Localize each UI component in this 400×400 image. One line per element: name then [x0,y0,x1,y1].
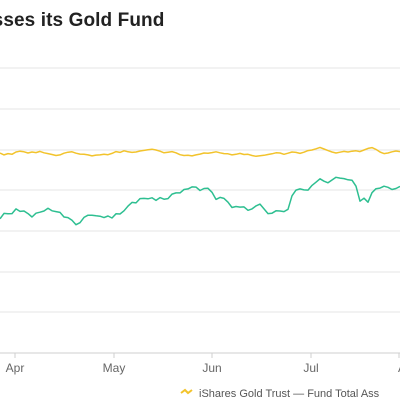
chart-title: asses its Gold Fund [0,10,165,31]
grid [0,67,400,354]
legend-line-icon [180,388,193,395]
series-line-fund-total-assets [0,176,400,226]
x-axis-ticks: Apr May Jun Jul A [6,353,400,375]
x-tick-label: Apr [6,361,25,375]
legend-label: iShares Gold Trust — Fund Total Ass [199,388,380,400]
legend: iShares Gold Trust — Fund Total Ass [180,388,380,400]
series-line-ishares-gold-trust [0,146,400,158]
x-tick-label: May [103,361,126,375]
x-tick-label: Jun [202,361,221,375]
x-tick-label: Jul [303,361,318,375]
series-lines [0,146,400,226]
x-tick-label-clipped: A [398,361,400,375]
